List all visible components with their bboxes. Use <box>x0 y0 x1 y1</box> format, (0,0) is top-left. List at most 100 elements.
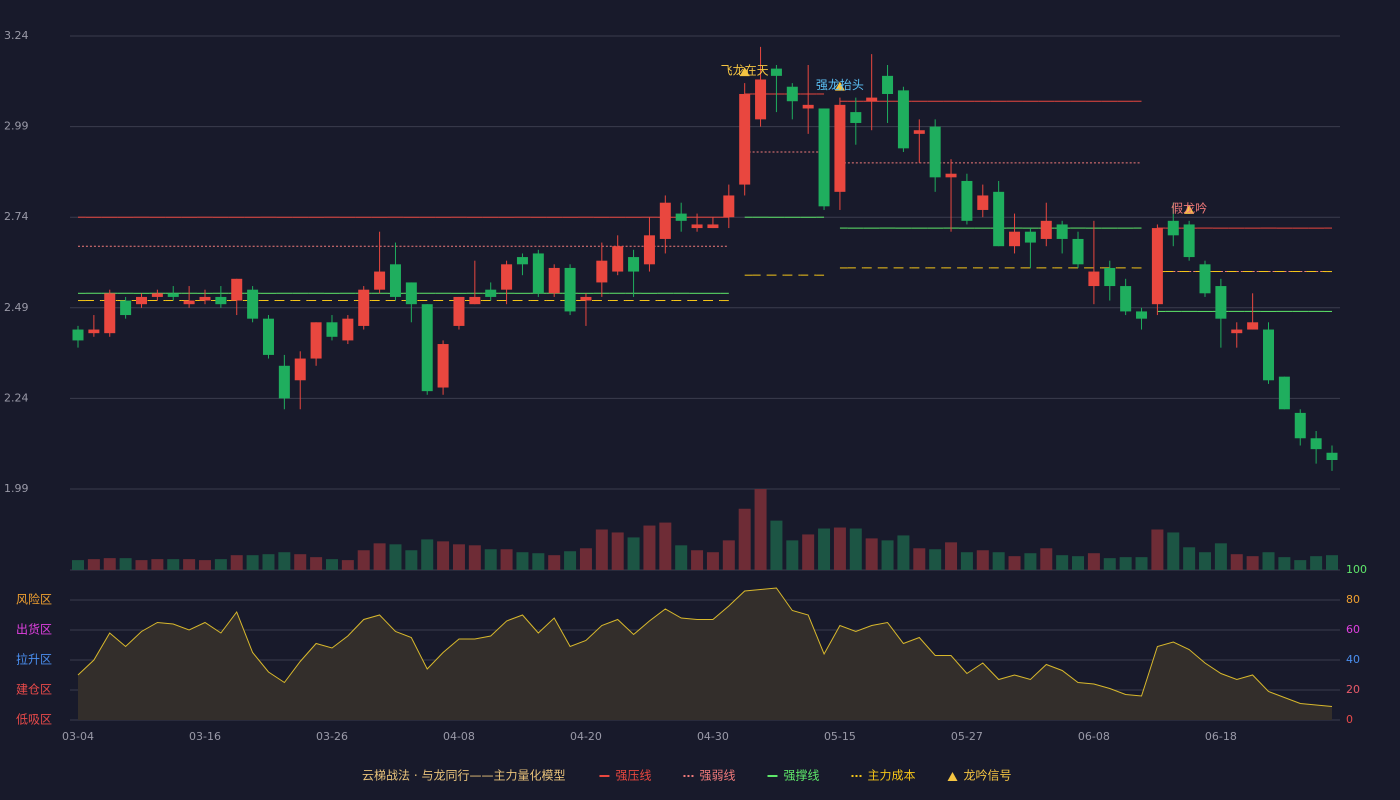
volume-bar <box>452 544 465 570</box>
volume-bar <box>1119 557 1132 570</box>
candle-body <box>151 293 163 297</box>
volume-bar <box>881 540 894 570</box>
candle-body <box>294 358 306 381</box>
candle-body <box>405 282 417 305</box>
candle-body <box>358 289 370 326</box>
x-tick-label: 04-08 <box>443 730 475 743</box>
zone-label: 低吸区 <box>16 713 52 727</box>
osc-tick-label: 60 <box>1346 623 1360 636</box>
candle-body <box>167 293 179 297</box>
volume-bar <box>214 559 227 570</box>
candle-body <box>945 173 957 178</box>
volume-bar <box>167 559 180 570</box>
candle-body <box>659 202 671 239</box>
candle-body <box>691 224 703 229</box>
volume-bar <box>1040 548 1053 570</box>
legend-label: 龙吟信号 <box>964 768 1012 783</box>
candle-body <box>1009 231 1021 247</box>
volume-bar <box>87 559 100 570</box>
volume-bar <box>421 539 434 570</box>
volume-bar <box>230 555 243 570</box>
zone-label: 出货区 <box>16 622 52 637</box>
volume-bar <box>500 549 513 570</box>
signal-marker <box>834 81 845 91</box>
y-tick-label: 2.24 <box>4 391 29 404</box>
volume-bar <box>976 550 989 570</box>
candle-body <box>548 267 560 294</box>
candle-body <box>977 195 989 210</box>
volume-bar <box>119 558 132 570</box>
volume-bar <box>548 555 561 570</box>
candle-body <box>564 267 576 312</box>
volume-bar <box>151 559 164 570</box>
candle-body <box>643 235 655 265</box>
candle-body <box>104 293 116 334</box>
candle-body <box>1231 329 1243 334</box>
x-tick-label: 05-15 <box>824 730 856 743</box>
signal-label: 假龙吟 <box>1171 200 1207 215</box>
volume-bar <box>770 520 783 570</box>
volume-bar <box>1310 556 1323 570</box>
candle-body <box>1310 438 1322 450</box>
candle-body <box>628 257 640 272</box>
volume-bar <box>516 552 529 570</box>
candle-body <box>755 79 767 120</box>
volume-bar <box>929 549 942 570</box>
candle-body <box>961 180 973 221</box>
volume-bar <box>833 527 846 570</box>
volume-bar <box>1326 555 1338 570</box>
candle-body <box>1215 286 1227 319</box>
volume-bar <box>611 532 624 570</box>
volume-bar <box>913 548 926 570</box>
candle-body <box>1247 322 1259 330</box>
candle-body <box>1294 412 1306 439</box>
candle-body <box>1120 286 1132 312</box>
volume-bar <box>1199 552 1212 570</box>
volume-bar <box>1262 552 1275 570</box>
volume-bar <box>1072 556 1085 570</box>
x-tick-label: 06-18 <box>1205 730 1237 743</box>
candle-body <box>326 322 338 337</box>
candle-body <box>262 318 274 355</box>
volume-bar <box>579 548 592 570</box>
volume-bar <box>72 560 84 570</box>
x-tick-label: 05-27 <box>951 730 983 743</box>
zone-label: 拉升区 <box>16 652 52 667</box>
candle-body <box>374 271 386 290</box>
legend-label: 强撑线 <box>783 768 819 783</box>
candle-body <box>501 264 513 290</box>
volume-bar <box>310 557 323 570</box>
volume-bar <box>754 489 767 570</box>
candle-body <box>897 90 909 149</box>
volume-bar <box>468 545 481 570</box>
volume-bar <box>484 549 497 570</box>
legend-title: 云梯战法 · 与龙同行——主力量化模型 <box>362 769 565 783</box>
volume-bar <box>103 558 116 570</box>
candle-body <box>786 86 798 102</box>
volume-bar <box>1183 547 1196 570</box>
candle-body <box>247 289 259 319</box>
volume-bar <box>278 552 291 570</box>
volume-bar <box>992 552 1005 570</box>
volume-bar <box>691 550 704 570</box>
candle-body <box>199 296 211 301</box>
candle-body <box>453 296 465 326</box>
candle-body <box>580 296 592 301</box>
volume-bar <box>849 528 862 570</box>
candle-body <box>231 278 243 301</box>
candle-body <box>882 75 894 94</box>
candle-body <box>739 93 751 185</box>
candle-body <box>1104 267 1116 287</box>
volume-bar <box>532 553 545 570</box>
x-tick-label: 03-26 <box>316 730 348 743</box>
candle-body <box>993 191 1005 247</box>
candle-body <box>1167 220 1179 236</box>
volume-bar <box>1278 557 1291 570</box>
candle-body <box>1183 224 1195 258</box>
volume-bar <box>373 543 386 570</box>
osc-area <box>78 588 1332 720</box>
y-tick-label: 1.99 <box>4 482 29 495</box>
volume-bar <box>722 540 735 570</box>
candle-body <box>135 296 147 305</box>
